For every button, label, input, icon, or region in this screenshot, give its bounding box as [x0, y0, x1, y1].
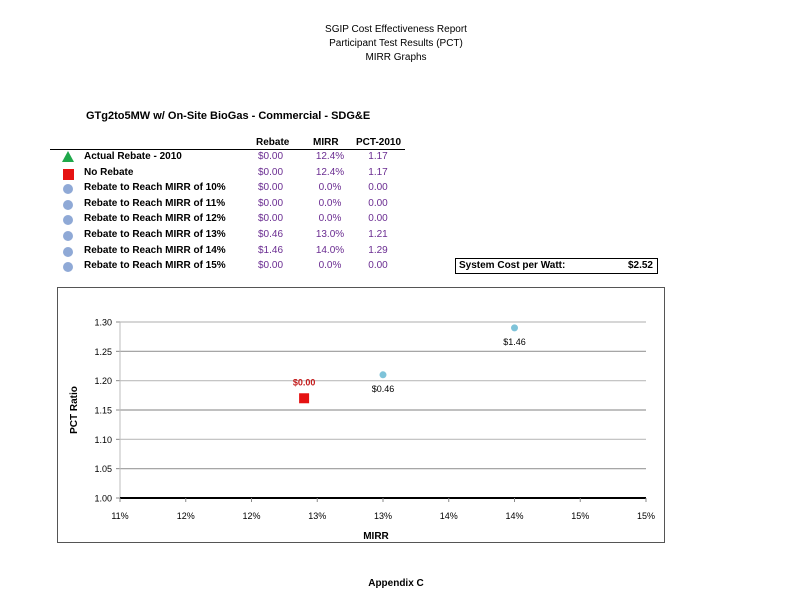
y-tick-label: 1.20 [94, 376, 112, 386]
table-row: Rebate to Reach MIRR of 11% $0.00 0.0% 0.00 [0, 197, 420, 213]
table-row: Rebate to Reach MIRR of 10% $0.00 0.0% 0.00 [0, 181, 420, 197]
rebate-value: $0.00 [258, 260, 284, 272]
row-label: Rebate to Reach MIRR of 14% [84, 244, 226, 256]
mirr-value: 0.0% [318, 197, 342, 209]
rebate-value: $0.00 [258, 166, 284, 178]
scenario-title: GTg2to5MW w/ On-Site BioGas - Commercial… [86, 110, 371, 122]
mirr-value: 13.0% [315, 229, 345, 240]
mirr-value: 0.0% [318, 213, 342, 225]
pct-value: 0.00 [368, 213, 388, 225]
circle-marker-icon [63, 231, 73, 241]
x-tick-label: 12% [242, 511, 260, 521]
square-marker-icon [63, 168, 74, 180]
x-tick-label: 11% [111, 511, 128, 521]
pct-value: 1.21 [368, 229, 388, 240]
col-header-rebate: Rebate [256, 137, 290, 148]
rebate-value: $1.46 [258, 244, 284, 256]
circle-marker-icon [63, 262, 73, 273]
row-label: Rebate to Reach MIRR of 11% [84, 197, 226, 209]
header-divider [50, 149, 405, 150]
table-row: No Rebate $0.00 12.4% 1.17 [0, 166, 420, 182]
y-tick-label: 1.10 [94, 435, 112, 445]
circle-marker-icon [63, 184, 73, 195]
report-title: SGIP Cost Effectiveness Report [325, 24, 467, 35]
circle-marker-icon [63, 215, 73, 226]
table-row: Actual Rebate - 2010 $0.00 12.4% 1.17 [0, 150, 420, 166]
pct-value: 0.00 [368, 260, 388, 272]
report-section: MIRR Graphs [365, 52, 427, 63]
appendix-label: Appendix C [368, 578, 424, 589]
y-tick-label: 1.00 [94, 494, 112, 504]
chart-plot: 1.00 1.05 1.10 1.15 1.20 1.25 1.30 11% 12% 12% 13%… [69, 318, 655, 543]
y-tick-label: 1.15 [94, 406, 112, 416]
x-tick-label: 15% [571, 511, 589, 521]
mirr-value: 14.0% [315, 244, 345, 256]
table-row: Rebate to Reach MIRR of 13% $0.46 13.0% 1.2… [0, 228, 420, 244]
row-label: Rebate to Reach MIRR of 13% [84, 229, 226, 240]
system-cost-box: System Cost per Watt: $2.52 [455, 258, 658, 274]
point-label: $0.00 [293, 377, 316, 387]
col-header-pct: PCT-2010 [356, 137, 402, 148]
mirr-value: 12.4% [315, 151, 345, 162]
rebate-value: $0.00 [258, 197, 284, 209]
circle-marker-icon [63, 199, 73, 210]
table-row: Rebate to Reach MIRR of 14% $1.46 14.0% 1.2… [0, 244, 420, 260]
rebate-value: $0.46 [258, 229, 284, 240]
pct-value: 0.00 [368, 182, 388, 194]
row-label: Rebate to Reach MIRR of 10% [84, 182, 226, 194]
x-axis-title: MIRR [363, 531, 389, 542]
point-label: $0.46 [372, 384, 395, 394]
circle-point-icon [379, 371, 387, 379]
mirr-value: 12.4% [315, 166, 345, 178]
point-label: $1.46 [503, 337, 526, 347]
x-tick-label: 14% [440, 511, 458, 521]
y-tick-label: 1.25 [94, 347, 112, 357]
circle-marker-icon [63, 246, 73, 257]
system-cost-label: System Cost per Watt: [459, 260, 566, 271]
y-tick-label: 1.30 [94, 318, 112, 328]
pct-value: 1.29 [368, 244, 388, 256]
triangle-marker-icon [62, 151, 74, 162]
row-label: No Rebate [84, 166, 134, 178]
rebate-value: $0.00 [258, 213, 284, 225]
circle-point-icon [511, 324, 518, 332]
y-axis-title: PCT Ratio [69, 386, 80, 434]
col-header-mirr: MIRR [313, 137, 339, 148]
table-row: Rebate to Reach MIRR of 15% $0.00 0.0% 0.00 [0, 259, 420, 275]
x-tick-label: 15% [637, 511, 655, 521]
row-label: Actual Rebate - 2010 [84, 151, 182, 162]
x-tick-label: 14% [505, 511, 523, 521]
rebate-value: $0.00 [258, 151, 284, 162]
x-tick-label: 12% [177, 511, 195, 521]
mirr-value: 0.0% [318, 182, 342, 194]
mirr-chart: 1.00 1.05 1.10 1.15 1.20 1.25 1.30 11% 12% 12% 13%… [57, 287, 665, 543]
pct-value: 1.17 [368, 151, 388, 162]
x-tick-label: 13% [374, 511, 392, 521]
x-tick-label: 13% [308, 511, 326, 521]
y-tick-label: 1.05 [94, 464, 112, 474]
mirr-value: 0.0% [318, 260, 342, 272]
square-point-icon [299, 393, 310, 404]
row-label: Rebate to Reach MIRR of 12% [84, 213, 226, 225]
report-subtitle: Participant Test Results (PCT) [329, 38, 463, 49]
row-label: Rebate to Reach MIRR of 15% [84, 260, 226, 272]
pct-value: 0.00 [368, 197, 388, 209]
system-cost-value: $2.52 [627, 260, 653, 271]
rebate-value: $0.00 [258, 182, 284, 194]
table-row: Rebate to Reach MIRR of 12% $0.00 0.0% 0.00 [0, 212, 420, 228]
pct-value: 1.17 [368, 166, 388, 178]
